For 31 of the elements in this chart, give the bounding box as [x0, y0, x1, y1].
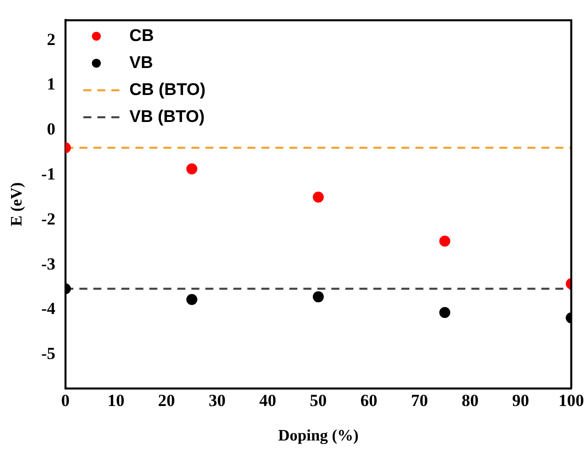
point: [312, 192, 324, 203]
y-axis-title: E (eV): [8, 182, 26, 226]
x-tick-label: 30: [208, 390, 226, 410]
legend-label: VB: [129, 52, 153, 72]
x-tick-label: 50: [310, 390, 327, 410]
point: [439, 236, 450, 247]
point: [439, 307, 450, 318]
x-tick-label: 70: [410, 390, 428, 410]
y-tick-label: 0: [46, 120, 56, 139]
point: [186, 163, 198, 174]
x-tick-label: 40: [259, 390, 276, 410]
y-tick-label: 1: [46, 74, 56, 94]
point: [186, 294, 198, 305]
legend-label: CB (BTO): [129, 80, 206, 99]
y-tick-label: -3: [41, 254, 56, 274]
x-tick-label: 20: [158, 390, 176, 410]
x-axis-title: Doping (%): [278, 428, 359, 445]
point: [312, 291, 324, 302]
y-tick-label: 2: [46, 30, 56, 49]
y-tick-label: -5: [41, 344, 56, 364]
legend-label: VB (BTO): [129, 106, 205, 126]
y-tick-label: -1: [41, 164, 56, 184]
y-tick-label: -2: [41, 209, 56, 228]
x-tick-label: 80: [462, 390, 479, 410]
x-tick-label: 100: [558, 390, 584, 410]
legend-label: CB: [129, 26, 154, 45]
x-tick-label: 10: [107, 390, 124, 410]
x-tick-label: 90: [512, 390, 530, 410]
y-tick-label: -4: [41, 299, 56, 318]
x-tick-label: 0: [61, 390, 70, 410]
x-tick-label: 60: [360, 390, 378, 410]
